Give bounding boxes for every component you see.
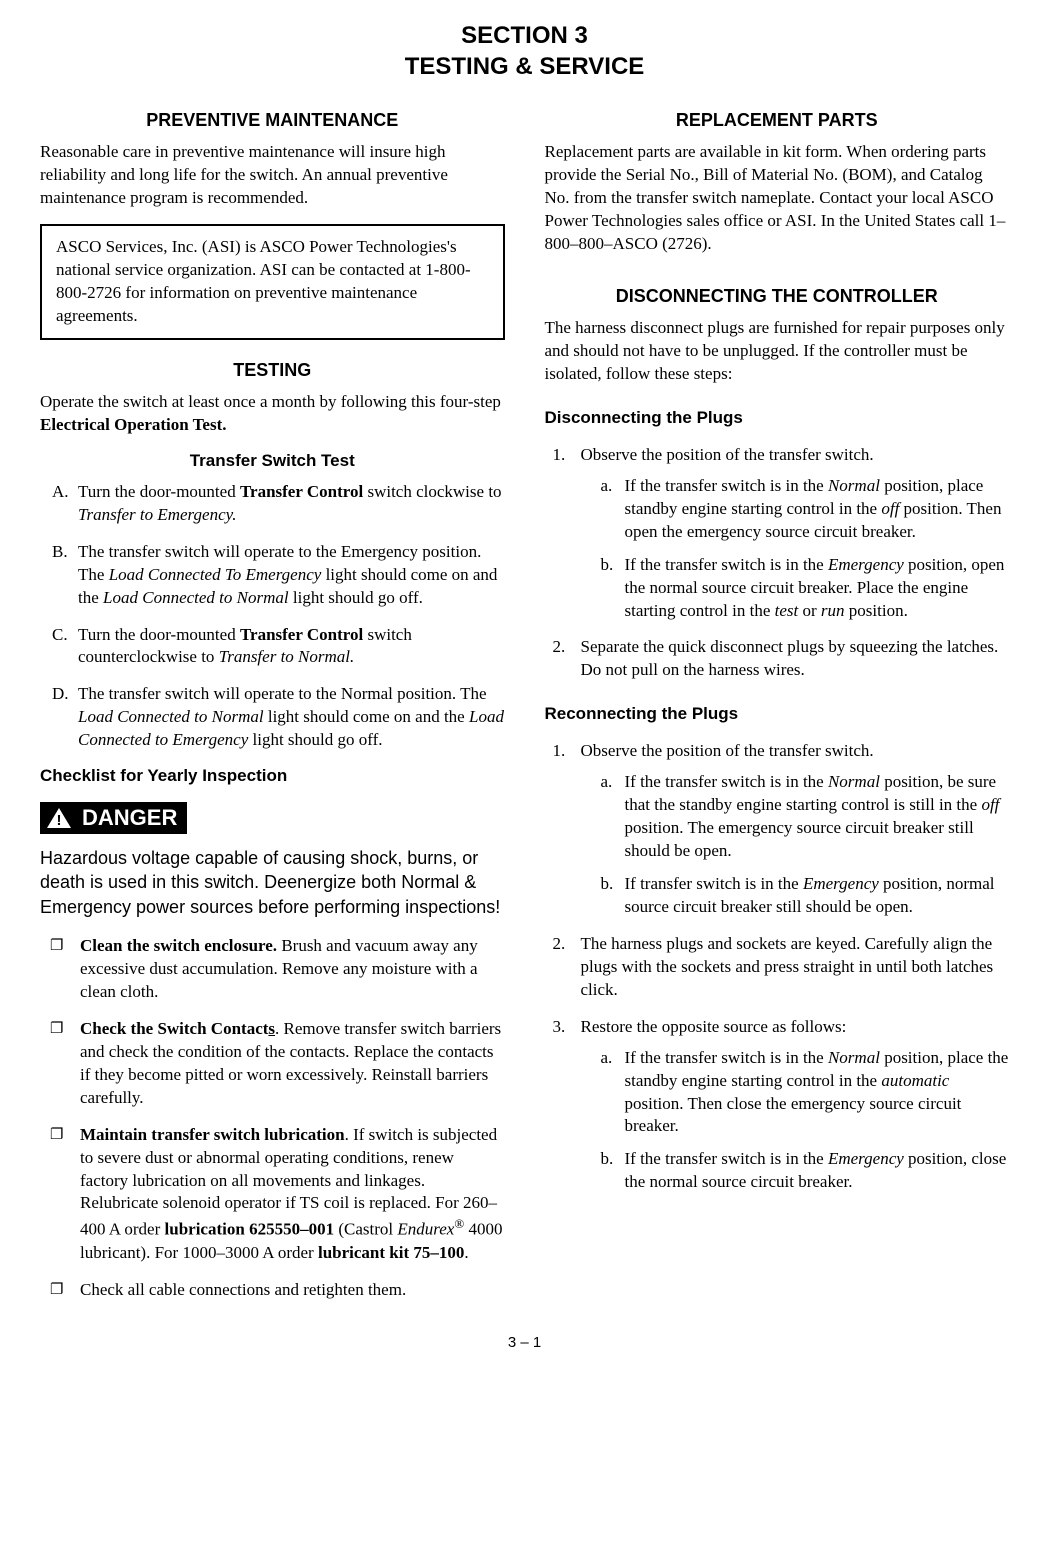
- danger-label: ! DANGER: [40, 802, 187, 834]
- reconnecting-plugs-heading: Reconnecting the Plugs: [545, 704, 1010, 724]
- warning-icon: !: [46, 807, 72, 829]
- replacement-parts-heading: REPLACEMENT PARTS: [545, 110, 1010, 131]
- danger-text: DANGER: [82, 805, 177, 831]
- section-heading: TESTING & SERVICE: [405, 53, 645, 80]
- reconnect-substeps-1: a.If the transfer switch is in the Norma…: [581, 771, 1010, 919]
- disconnect-steps: 1.Observe the position of the transfer s…: [545, 444, 1010, 682]
- asi-info-box: ASCO Services, Inc. (ASI) is ASCO Power …: [40, 224, 505, 340]
- check-clean-enclosure: Clean the switch enclosure. Brush and va…: [50, 935, 505, 1004]
- disconnecting-controller-text: The harness disconnect plugs are furnish…: [545, 317, 1010, 386]
- check-cable-connections: Check all cable connections and retighte…: [50, 1279, 505, 1302]
- right-column: REPLACEMENT PARTS Replacement parts are …: [545, 110, 1010, 1315]
- disconnect-substeps-1: a.If the transfer switch is in the Norma…: [581, 475, 1010, 623]
- reconnect-step-2: 2.The harness plugs and sockets are keye…: [553, 933, 1010, 1002]
- check-switch-contacts: Check the Switch Contacts. Remove transf…: [50, 1018, 505, 1110]
- check-lubrication: Maintain transfer switch lubrication. If…: [50, 1124, 505, 1265]
- transfer-switch-steps: A.Turn the door-mounted Transfer Control…: [40, 481, 505, 752]
- yearly-checklist: Clean the switch enclosure. Brush and va…: [40, 935, 505, 1302]
- disconnect-1b: b.If the transfer switch is in the Emerg…: [601, 554, 1010, 623]
- preventive-maintenance-text: Reasonable care in preventive maintenanc…: [40, 141, 505, 210]
- testing-intro: Operate the switch at least once a month…: [40, 391, 505, 437]
- testing-heading: TESTING: [40, 360, 505, 381]
- page-number: 3 – 1: [40, 1334, 1009, 1351]
- disconnecting-controller-heading: DISCONNECTING THE CONTROLLER: [545, 286, 1010, 307]
- disconnect-1a: a.If the transfer switch is in the Norma…: [601, 475, 1010, 544]
- disconnect-step-2: 2.Separate the quick disconnect plugs by…: [553, 636, 1010, 682]
- left-column: PREVENTIVE MAINTENANCE Reasonable care i…: [40, 110, 505, 1315]
- reconnect-3b: b.If the transfer switch is in the Emerg…: [601, 1148, 1010, 1194]
- reconnect-1a: a.If the transfer switch is in the Norma…: [601, 771, 1010, 863]
- checklist-heading: Checklist for Yearly Inspection: [40, 766, 505, 786]
- step-d: D.The transfer switch will operate to th…: [52, 683, 505, 752]
- step-a: A.Turn the door-mounted Transfer Control…: [52, 481, 505, 527]
- hazard-warning: Hazardous voltage capable of causing sho…: [40, 846, 505, 919]
- reconnect-1b: b.If transfer switch is in the Emergency…: [601, 873, 1010, 919]
- preventive-maintenance-heading: PREVENTIVE MAINTENANCE: [40, 110, 505, 131]
- reconnect-substeps-3: a.If the transfer switch is in the Norma…: [581, 1047, 1010, 1195]
- reconnect-step-1: 1.Observe the position of the transfer s…: [553, 740, 1010, 919]
- reconnect-step-3: 3.Restore the opposite source as follows…: [553, 1016, 1010, 1195]
- section-title: SECTION 3 TESTING & SERVICE: [40, 20, 1009, 82]
- step-b: B.The transfer switch will operate to th…: [52, 541, 505, 610]
- reconnect-3a: a.If the transfer switch is in the Norma…: [601, 1047, 1010, 1139]
- two-column-layout: PREVENTIVE MAINTENANCE Reasonable care i…: [40, 110, 1009, 1315]
- reconnect-steps: 1.Observe the position of the transfer s…: [545, 740, 1010, 1194]
- transfer-switch-test-heading: Transfer Switch Test: [40, 451, 505, 471]
- replacement-parts-text: Replacement parts are available in kit f…: [545, 141, 1010, 256]
- step-c: C.Turn the door-mounted Transfer Control…: [52, 624, 505, 670]
- section-number: SECTION 3: [461, 22, 588, 49]
- disconnect-step-1: 1.Observe the position of the transfer s…: [553, 444, 1010, 623]
- disconnecting-plugs-heading: Disconnecting the Plugs: [545, 408, 1010, 428]
- svg-text:!: !: [57, 812, 62, 829]
